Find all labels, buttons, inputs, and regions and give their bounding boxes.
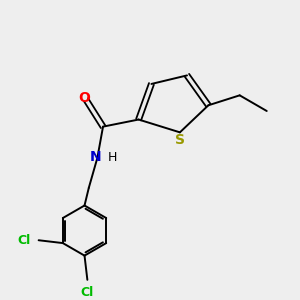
Text: Cl: Cl <box>17 234 31 247</box>
Text: O: O <box>79 91 91 105</box>
Text: S: S <box>176 133 185 147</box>
Text: N: N <box>90 149 102 164</box>
Text: Cl: Cl <box>81 286 94 298</box>
Text: H: H <box>107 152 117 164</box>
